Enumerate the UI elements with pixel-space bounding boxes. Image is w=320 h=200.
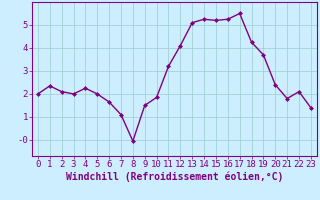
X-axis label: Windchill (Refroidissement éolien,°C): Windchill (Refroidissement éolien,°C) <box>66 172 283 182</box>
